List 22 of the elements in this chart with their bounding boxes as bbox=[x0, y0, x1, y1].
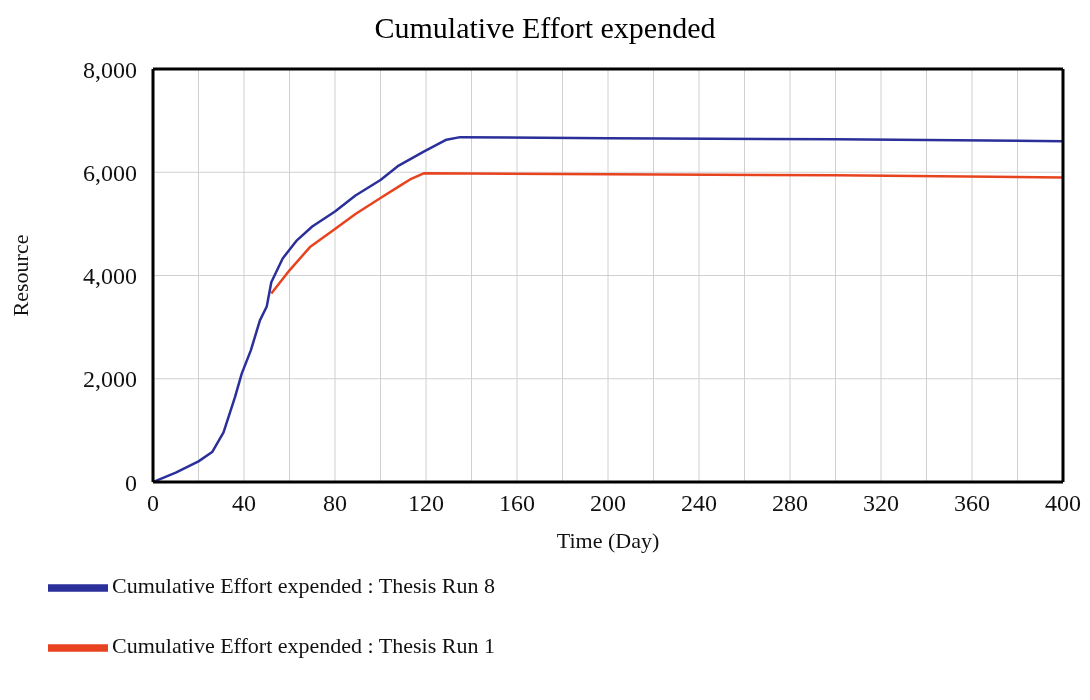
x-tick-label: 120 bbox=[408, 490, 444, 517]
x-tick-label: 80 bbox=[323, 490, 347, 517]
x-tick-label: 200 bbox=[590, 490, 626, 517]
y-tick-label: 0 bbox=[125, 469, 137, 496]
x-tick-label: 320 bbox=[863, 490, 899, 517]
x-tick-label: 160 bbox=[499, 490, 535, 517]
legend-label: Cumulative Effort expended : Thesis Run 8 bbox=[112, 573, 495, 599]
y-tick-label: 6,000 bbox=[83, 159, 137, 186]
x-tick-label: 240 bbox=[681, 490, 717, 517]
legend-label: Cumulative Effort expended : Thesis Run 1 bbox=[112, 633, 495, 659]
x-tick-label: 360 bbox=[954, 490, 990, 517]
x-tick-label: 0 bbox=[147, 490, 159, 517]
x-axis-title: Time (Day) bbox=[556, 528, 660, 553]
x-tick-label: 280 bbox=[772, 490, 808, 517]
x-tick-label: 40 bbox=[232, 490, 256, 517]
line-series bbox=[270, 172, 1063, 295]
chart-title: Cumulative Effort expended bbox=[373, 10, 717, 46]
y-tick-label: 8,000 bbox=[83, 56, 137, 83]
y-axis-title: Resource bbox=[7, 234, 33, 317]
y-tick-label: 2,000 bbox=[83, 366, 137, 393]
x-tick-label: 400 bbox=[1045, 490, 1081, 517]
y-tick-label: 4,000 bbox=[83, 263, 137, 290]
